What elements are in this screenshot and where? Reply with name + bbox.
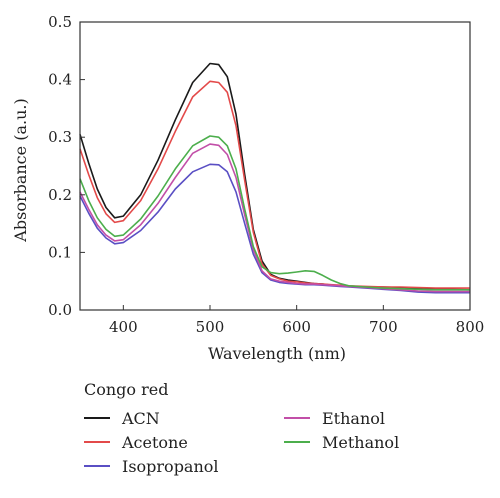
series-line-acn — [79, 62, 471, 291]
legend-label-isopropanol: Isopropanol — [122, 456, 219, 476]
legend-label-methanol: Methanol — [322, 432, 400, 452]
x-tick-label: 400 — [109, 318, 138, 336]
legend-swatch-ethanol — [284, 417, 310, 419]
y-tick-label: 0.5 — [48, 13, 72, 31]
legend-swatch-acetone — [84, 441, 110, 443]
legend-title: Congo red — [84, 380, 169, 399]
legend-swatch-methanol — [284, 441, 310, 443]
legend-label-acetone: Acetone — [122, 432, 188, 452]
plot-area — [79, 62, 471, 294]
legend-label-ethanol: Ethanol — [322, 408, 386, 428]
x-tick-label: 600 — [282, 318, 311, 336]
x-axis-title: Wavelength (nm) — [208, 344, 346, 363]
x-tick-label: 500 — [196, 318, 225, 336]
legend-item-acn: ACN — [84, 407, 160, 429]
y-tick-label: 0.4 — [48, 71, 72, 89]
legend-swatch-acn — [84, 417, 110, 419]
series-line-ethanol — [79, 143, 470, 293]
line-chart: 400 500 600 700 800 0.0 0.1 0.2 0.3 0.4 0.5 Wavele… — [11, 13, 484, 363]
legend-item-acetone: Acetone — [84, 431, 188, 453]
legend: Congo red ACN Acetone Isopropanol Ethano… — [84, 380, 484, 490]
y-axis-title: Absorbance (a.u.) — [11, 98, 30, 242]
legend-swatch-isopropanol — [84, 465, 110, 467]
plot-frame — [79, 21, 471, 311]
legend-item-methanol: Methanol — [284, 431, 399, 453]
legend-item-ethanol: Ethanol — [284, 407, 385, 429]
legend-label-acn: ACN — [122, 408, 160, 428]
series-line-acetone — [79, 80, 470, 289]
y-tick-label: 0.2 — [48, 186, 72, 204]
legend-item-isopropanol: Isopropanol — [84, 455, 219, 477]
axes: 400 500 600 700 800 0.0 0.1 0.2 0.3 0.4 0.5 — [48, 13, 484, 336]
x-tick-label: 800 — [456, 318, 485, 336]
y-tick-label: 0.3 — [48, 128, 72, 146]
x-tick-label: 700 — [369, 318, 398, 336]
series-line-methanol — [79, 135, 470, 291]
y-tick-label: 0.0 — [48, 301, 72, 319]
y-tick-label: 0.1 — [48, 243, 72, 261]
